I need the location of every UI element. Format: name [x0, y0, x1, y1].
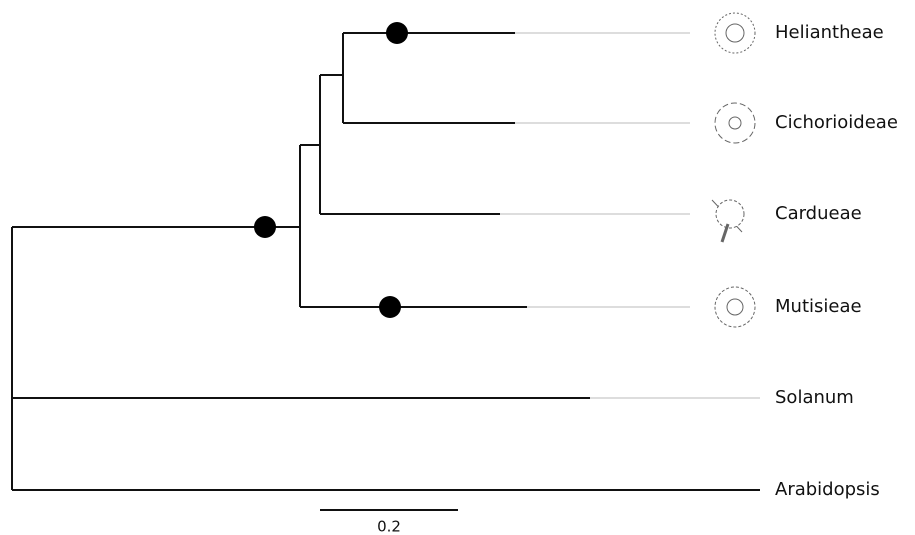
- leaf-label: Cardueae: [775, 203, 862, 224]
- leaf-label: Solanum: [775, 387, 854, 408]
- scale-label: 0.2: [377, 518, 401, 535]
- leaf-label: Arabidopsis: [775, 479, 880, 500]
- leaf-label: Cichorioideae: [775, 112, 898, 133]
- flower-icons: [711, 12, 756, 328]
- leaf-label: Heliantheae: [775, 22, 884, 43]
- leader-lines: [500, 32, 760, 399]
- branches: [11, 32, 760, 491]
- leaf-label: Mutisieae: [775, 296, 862, 317]
- node-dots: [254, 22, 408, 318]
